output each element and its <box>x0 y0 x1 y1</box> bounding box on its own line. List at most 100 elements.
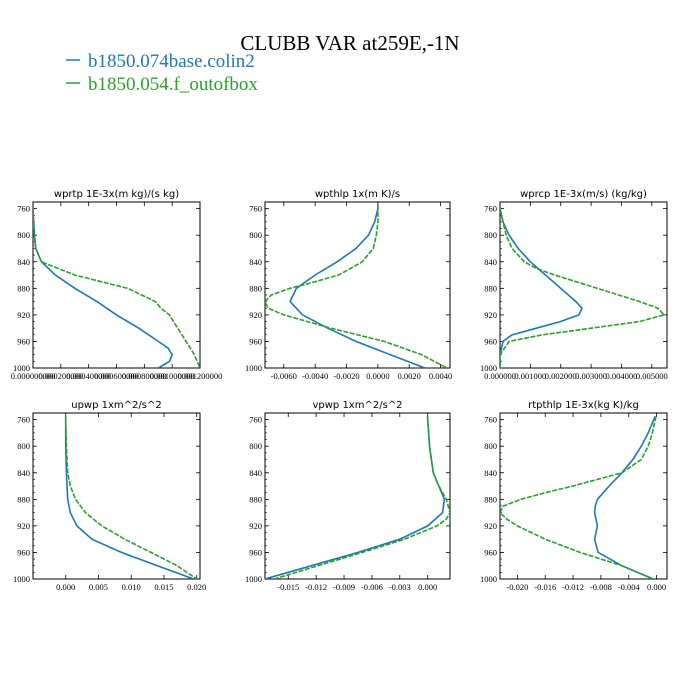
legend-label-1: b1850.054.f_outofbox <box>88 74 258 95</box>
x-tick-label: 0.015 <box>154 582 173 592</box>
figure-title: CLUBB VAR at259E,-1N <box>240 31 459 55</box>
y-tick-label: 760 <box>17 204 30 214</box>
x-tick-label: 0.000 <box>647 582 666 592</box>
y-tick-label: 960 <box>484 336 497 346</box>
x-tick-label: -0.008 <box>590 582 612 592</box>
x-tick-label: 0.001000000 <box>150 371 195 381</box>
series-line-0 <box>500 205 583 368</box>
y-tick-label: 760 <box>17 415 30 425</box>
y-tick-label: 800 <box>249 230 262 240</box>
y-tick-label: 1000 <box>245 574 262 584</box>
y-tick-label: 800 <box>249 441 262 451</box>
y-tick-label: 880 <box>17 283 30 293</box>
x-tick-label: 0.0040 <box>429 371 452 381</box>
x-tick-label: 0.000000000 <box>11 371 56 381</box>
x-tick-label: -0.012 <box>305 582 327 592</box>
y-tick-label: 760 <box>249 415 262 425</box>
series-line-1 <box>265 205 448 368</box>
y-tick-label: 800 <box>17 441 30 451</box>
x-tick-label: -0.0060 <box>271 371 297 381</box>
panel-1: wpthlp 1x(m K)/s 760 800 840 880 920 960 1000 -0… <box>245 189 452 381</box>
y-tick-label: 880 <box>249 283 262 293</box>
y-tick-label: 920 <box>484 310 497 320</box>
panel-0: wprtp 1E-3x(m kg)/(s kg) 760 800 840 880 920 9… <box>11 189 223 381</box>
y-tick-label: 760 <box>484 204 497 214</box>
y-tick-label: 920 <box>17 521 30 531</box>
x-tick-label: -0.006 <box>361 582 383 592</box>
y-tick-label: 840 <box>249 257 262 267</box>
x-tick-label: 0.000200000 <box>39 371 84 381</box>
x-tick-label: 0.000800000 <box>122 371 167 381</box>
x-tick-label: 0.010 <box>122 582 141 592</box>
series-line-0 <box>64 416 194 579</box>
y-tick-label: 840 <box>17 468 30 478</box>
y-tick-label: 960 <box>249 547 262 557</box>
panel-title: wprtp 1E-3x(m kg)/(s kg) <box>54 189 179 200</box>
x-tick-label: -0.009 <box>333 582 355 592</box>
x-tick-label: -0.0020 <box>333 371 359 381</box>
x-tick-label: 0.002000 <box>545 371 577 381</box>
plot-frame <box>264 412 451 580</box>
x-tick-label: -0.020 <box>506 582 528 592</box>
series-line-1 <box>64 416 198 579</box>
x-tick-label: 0.000400000 <box>66 371 111 381</box>
y-tick-label: 960 <box>17 336 30 346</box>
panel-2: wprcp 1E-3x(m/s) (kg/kg) 760 800 840 880 920 9… <box>480 189 668 381</box>
y-tick-label: 800 <box>17 230 30 240</box>
y-tick-label: 960 <box>484 547 497 557</box>
panel-5: rtpthlp 1E-3x(kg K)/kg 760 800 840 880 920 960… <box>480 400 668 592</box>
plot-frame <box>499 201 668 369</box>
x-tick-label: 0.0020 <box>398 371 421 381</box>
x-tick-label: -0.015 <box>277 582 299 592</box>
x-tick-label: 0.020 <box>187 582 206 592</box>
series-line-1 <box>500 416 657 579</box>
y-tick-label: 1000 <box>13 574 30 584</box>
plot-frame <box>264 201 451 369</box>
x-tick-label: 0.001200000 <box>178 371 223 381</box>
x-tick-label: 0.003000 <box>575 371 607 381</box>
x-tick-label: -0.004 <box>618 582 641 592</box>
y-tick-label: 800 <box>484 441 497 451</box>
y-tick-label: 960 <box>249 336 262 346</box>
legend-label-0: b1850.074base.colin2 <box>88 51 255 72</box>
y-tick-label: 1000 <box>480 363 497 373</box>
x-tick-label: -0.0040 <box>302 371 328 381</box>
x-tick-label: 0.005 <box>89 582 108 592</box>
y-tick-label: 920 <box>249 310 262 320</box>
y-tick-label: 880 <box>249 494 262 504</box>
y-tick-label: 1000 <box>480 574 497 584</box>
panel-3: upwp 1xm^2/s^2 760 800 840 880 920 960 1000 0.00… <box>13 400 206 592</box>
x-tick-label: -0.003 <box>389 582 411 592</box>
series-line-1 <box>274 416 450 579</box>
panel-title: upwp 1xm^2/s^2 <box>71 400 161 411</box>
series-line-1 <box>33 205 200 368</box>
y-tick-label: 800 <box>484 230 497 240</box>
y-tick-label: 880 <box>484 494 497 504</box>
y-tick-label: 760 <box>484 415 497 425</box>
series-line-1 <box>500 205 666 368</box>
x-tick-label: 0.001000 <box>514 371 546 381</box>
x-tick-label: -0.012 <box>562 582 584 592</box>
panels: wprtp 1E-3x(m kg)/(s kg) 760 800 840 880 920 9… <box>11 189 668 592</box>
series-line-0 <box>289 205 426 368</box>
y-tick-label: 880 <box>17 494 30 504</box>
series-line-0 <box>33 205 174 368</box>
panel-title: rtpthlp 1E-3x(kg K)/kg <box>528 400 639 411</box>
y-tick-label: 920 <box>484 521 497 531</box>
x-tick-label: 0.004000 <box>606 371 638 381</box>
x-tick-label: 0.005000 <box>636 371 668 381</box>
x-tick-label: -0.016 <box>534 582 556 592</box>
y-tick-label: 1000 <box>245 363 262 373</box>
y-tick-label: 840 <box>17 257 30 267</box>
y-tick-label: 1000 <box>13 363 30 373</box>
panel-title: wprcp 1E-3x(m/s) (kg/kg) <box>520 189 647 200</box>
y-tick-label: 760 <box>249 204 262 214</box>
x-tick-label: 0.0000 <box>366 371 389 381</box>
x-tick-label: 0.000000 <box>484 371 516 381</box>
x-tick-label: 0.000 <box>418 582 437 592</box>
legend: b1850.074base.colin2 b1850.054.f_outofbo… <box>66 51 258 95</box>
panel-title: vpwp 1xm^2/s^2 <box>312 400 402 411</box>
y-tick-label: 880 <box>484 283 497 293</box>
y-tick-label: 840 <box>249 468 262 478</box>
